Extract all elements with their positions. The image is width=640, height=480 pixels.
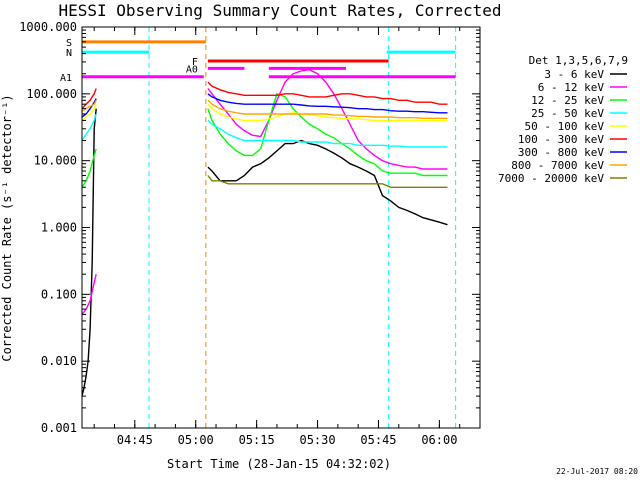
flag-label-f: F — [192, 57, 198, 68]
flag-label-a0: A0 — [186, 64, 198, 75]
x-tick-label-4: 05:45 — [360, 433, 396, 447]
y-tick-label-1: 0.010 — [41, 354, 77, 368]
series-line-4-1 — [207, 103, 448, 122]
flag-label-n: N — [66, 48, 72, 59]
x-tick-label-5: 06:00 — [421, 433, 457, 447]
legend-label-2: 12 - 25 keV — [531, 94, 604, 107]
series-line-2-0 — [82, 148, 97, 188]
flag-label-a1: A1 — [60, 73, 72, 84]
legend-header: Det 1,3,5,6,7,9 — [529, 54, 628, 67]
x-tick-label-1: 05:00 — [178, 433, 214, 447]
chart-title: HESSI Observing Summary Count Rates, Cor… — [58, 1, 501, 20]
series-group — [82, 68, 448, 397]
y-tick-label-0: 0.001 — [41, 421, 77, 435]
series-line-6-1 — [207, 93, 448, 114]
series-line-0-1 — [207, 139, 448, 226]
x-tick-label-0: 04:45 — [117, 433, 153, 447]
y-tick-label-3: 1.000 — [41, 221, 77, 235]
series-line-3-1 — [207, 119, 448, 148]
series-line-7-0 — [82, 99, 97, 112]
x-tick-label-3: 05:30 — [299, 433, 335, 447]
x-axis-label: Start Time (28-Jan-15 04:32:02) — [167, 457, 391, 471]
legend-label-3: 25 - 50 keV — [531, 107, 604, 120]
series-line-2-1 — [207, 92, 448, 177]
legend-label-1: 6 - 12 keV — [538, 81, 605, 94]
x-tick-label-2: 05:15 — [239, 433, 275, 447]
y-tick-label-4: 10.000 — [34, 154, 77, 168]
series-line-5-0 — [82, 88, 97, 110]
legend-label-0: 3 - 6 keV — [544, 68, 604, 81]
series-line-1-1 — [207, 68, 448, 170]
y-tick-label-2: 0.100 — [41, 287, 77, 301]
legend-label-5: 100 - 300 keV — [518, 133, 604, 146]
series-line-4-0 — [82, 103, 97, 121]
series-line-3-0 — [82, 113, 97, 141]
y-tick-label-5: 100.000 — [26, 87, 77, 101]
series-line-5-1 — [207, 81, 448, 105]
plot-area: SN FA0 A1 0.001 0.010 0.100 1.000 10.000 100.000… — [19, 20, 481, 447]
legend-label-6: 300 - 800 keV — [518, 146, 604, 159]
y-tick-label-6: 1000.000 — [19, 20, 77, 34]
legend-label-8: 7000 - 20000 keV — [498, 172, 604, 185]
y-axis-label: Corrected Count Rate (s⁻¹ detector⁻¹) — [0, 94, 14, 361]
timestamp: 22-Jul-2017 08:20 — [556, 467, 638, 476]
series-line-7-1 — [207, 99, 448, 120]
series-line-0-0 — [82, 108, 97, 397]
legend-label-7: 800 - 7000 keV — [511, 159, 604, 172]
legend-label-4: 50 - 100 keV — [525, 120, 605, 133]
series-line-6-0 — [82, 98, 97, 118]
flag-label-s: S — [66, 38, 72, 49]
series-line-8-0 — [207, 175, 448, 189]
series-line-1-0 — [82, 274, 97, 315]
